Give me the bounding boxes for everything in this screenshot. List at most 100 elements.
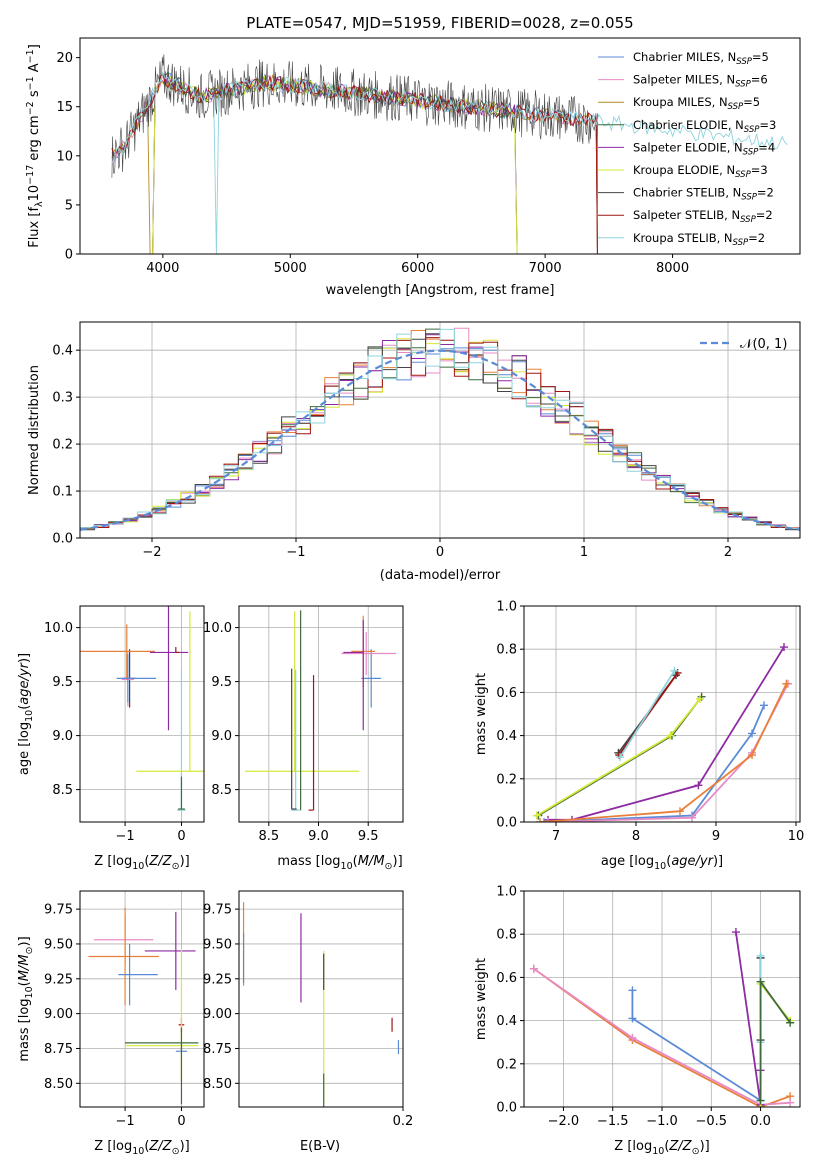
plus-marker — [782, 679, 791, 688]
y-tick-label: 9.0 — [211, 729, 232, 744]
y-tick-label: 9.00 — [44, 1007, 73, 1022]
y-axis-label: mass [log10(M/M⊙)] — [17, 936, 35, 1061]
y-tick-label: 0.2 — [496, 1057, 517, 1072]
weight-line — [533, 968, 791, 1106]
y-axis-label: mass weight — [474, 673, 489, 755]
errorbar-point — [88, 907, 159, 1006]
legend-entry: Chabrier MILES, NSSP=5 — [633, 50, 769, 67]
y-tick-label: 9.00 — [203, 1007, 232, 1022]
errorbar-point — [291, 668, 297, 810]
y-tick-label: 0 — [65, 248, 73, 263]
y-tick-label: 0.6 — [496, 686, 517, 701]
legend-entry: Kroupa ELODIE, NSSP=3 — [633, 163, 768, 180]
x-tick-label: −1.5 — [597, 1114, 629, 1129]
plus-marker — [756, 951, 765, 960]
errorbar-point — [125, 948, 199, 1081]
legend-entry: Kroupa STELIB, NSSP=2 — [633, 231, 765, 248]
weight-series — [756, 979, 795, 1107]
y-tick-label: 0.0 — [496, 1101, 517, 1116]
y-tick-label: 10.0 — [203, 621, 232, 636]
plus-marker — [532, 811, 541, 820]
x-tick-label: 8 — [632, 829, 640, 844]
plus-marker — [688, 813, 696, 822]
errorbar-point — [178, 776, 185, 810]
y-tick-label: 1.0 — [496, 600, 517, 615]
x-tick-label: 10 — [788, 829, 805, 844]
legend-entry: Salpeter MILES, NSSP=6 — [633, 73, 768, 90]
errorbar-point — [80, 624, 155, 679]
plus-marker — [540, 818, 548, 822]
errorbar-point — [244, 611, 360, 772]
y-tick-label: 8.5 — [211, 783, 232, 798]
plus-marker — [731, 928, 740, 937]
plus-marker — [666, 731, 675, 740]
y-tick-label: 9.25 — [44, 972, 73, 987]
weight-series — [540, 701, 768, 822]
y-tick-label: 9.5 — [52, 675, 73, 690]
y-tick-label: 0.4 — [496, 729, 517, 744]
errorbar-point — [290, 669, 301, 811]
y-tick-label: 20 — [56, 51, 73, 66]
x-axis-label: Z [log10(Z/Z⊙)] — [94, 1139, 189, 1157]
legend: 𝒩(0, 1) — [700, 337, 787, 352]
plus-marker — [676, 807, 684, 816]
panel-spectrum: 4000 5000 6000 7000 8000 0 5 10 15 20 PLATE=0547, … — [25, 14, 801, 298]
y-tick-label: 9.50 — [203, 937, 232, 952]
y-tick-label: 0.2 — [496, 772, 517, 787]
x-tick-label: 0 — [436, 545, 444, 560]
x-axis-label: age [log10(age/yr)] — [601, 854, 723, 872]
y-tick-label: 9.0 — [52, 729, 73, 744]
x-tick-label: −1 — [116, 1114, 135, 1129]
legend: Chabrier MILES, NSSP=5 Salpeter MILES, NS… — [598, 50, 776, 248]
plus-marker — [780, 643, 788, 652]
plus-marker — [544, 818, 552, 822]
plus-marker — [786, 1098, 795, 1107]
weight-series — [615, 668, 682, 760]
spectrum-line — [111, 71, 788, 254]
y-tick-label: 8.50 — [44, 1077, 73, 1092]
y-tick-label: 0.2 — [52, 438, 73, 453]
axes-frame — [238, 605, 404, 823]
x-tick-label: 4000 — [146, 261, 179, 276]
x-tick-label: −1 — [286, 545, 305, 560]
weight-series — [544, 679, 792, 822]
errorbar-point — [118, 943, 158, 1006]
plus-marker — [536, 818, 544, 822]
y-tick-label: 8.50 — [203, 1077, 232, 1092]
weight-series — [616, 666, 679, 762]
x-axis-label: Z [log10(Z/Z⊙)] — [94, 854, 189, 872]
plus-marker — [694, 781, 703, 790]
plus-marker — [529, 964, 538, 973]
normal-curve — [80, 349, 800, 531]
panel-weight-vs-Z: −2.0 −1.5 −1.0 −0.5 0.0 0.0 0.2 0.4 0.6 0.8 1.0 Z [… — [474, 885, 801, 1157]
x-tick-label: 8.5 — [258, 829, 279, 844]
plus-marker — [760, 701, 768, 710]
x-tick-label: −0.5 — [695, 1114, 727, 1129]
y-tick-label: 0.0 — [496, 816, 517, 831]
y-tick-label: 5 — [65, 198, 73, 213]
weight-line — [759, 978, 791, 1101]
plot-area — [111, 54, 788, 254]
y-axis-label: mass weight — [474, 958, 489, 1040]
histogram-series — [80, 328, 800, 529]
x-tick-label: 2 — [724, 545, 732, 560]
y-tick-label: 0.4 — [52, 344, 73, 359]
weight-line — [618, 672, 679, 756]
y-tick-label: 1.0 — [496, 885, 517, 900]
weight-series — [532, 694, 704, 820]
plus-marker — [756, 977, 765, 986]
x-axis-label: (data-model)/error — [380, 568, 501, 583]
legend-entry: Chabrier STELIB, NSSP=2 — [633, 186, 774, 203]
x-tick-label: 7000 — [529, 261, 562, 276]
weight-series — [536, 679, 791, 822]
x-tick-label: 0 — [177, 1114, 185, 1129]
plot-area — [529, 928, 795, 1107]
legend-entry: Kroupa MILES, NSSP=5 — [633, 95, 760, 112]
x-axis-label: wavelength [Angstrom, rest frame] — [326, 283, 555, 298]
x-tick-label: 9.0 — [308, 829, 329, 844]
y-tick-label: 0.8 — [496, 643, 517, 658]
plus-marker — [628, 1033, 637, 1042]
panel-age-vs-mass: 8.5 9.0 9.5 8.5 9.0 9.5 10.0 mass [log10(M/M⊙)] — [203, 605, 404, 872]
plot-area — [532, 643, 792, 822]
